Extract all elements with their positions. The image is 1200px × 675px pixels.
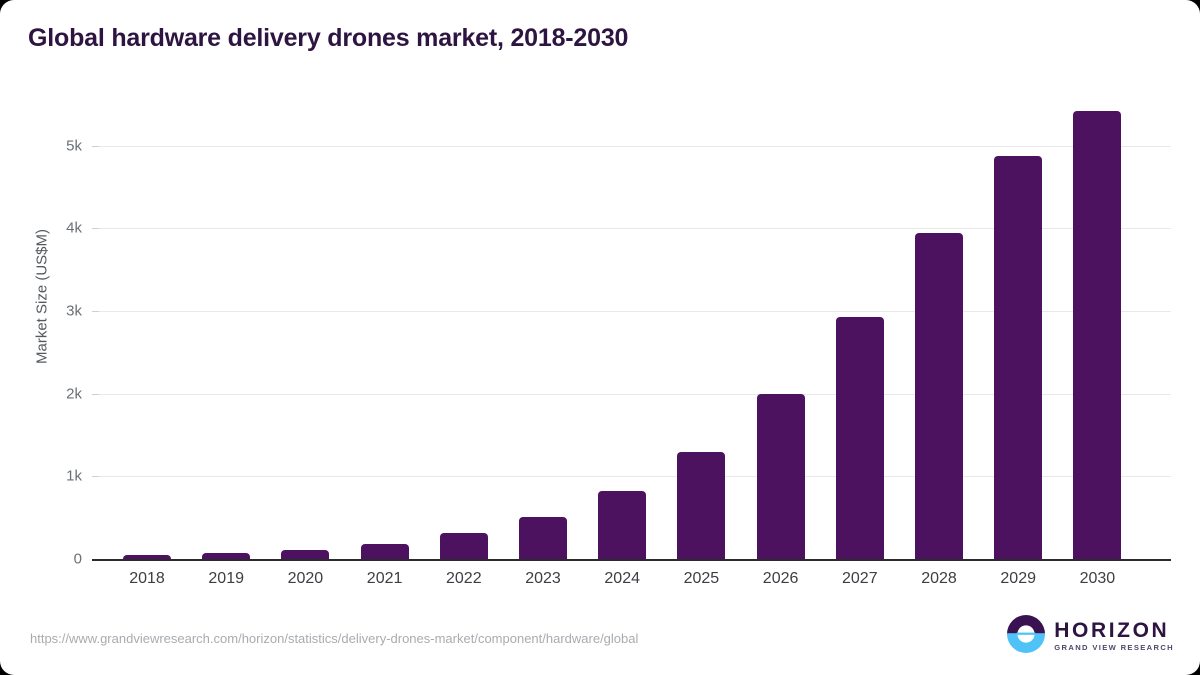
y-tick-label: 2k [66,385,82,403]
x-axis-line [92,559,1171,561]
gridline [99,228,1171,230]
y-tickmark [92,145,99,147]
bar[interactable] [677,452,726,559]
x-tick-label: 2030 [1079,570,1116,587]
bar[interactable] [360,544,409,559]
y-tickmark [92,393,99,395]
bar[interactable] [598,491,647,559]
bar[interactable] [835,316,884,559]
y-tickmark [92,476,99,478]
gridline [99,311,1171,313]
gridline [99,145,1171,147]
x-tick-label: 2028 [921,570,957,587]
y-axis-tick-labels: 0 1k 2k 3k 4k 5k [36,0,82,675]
logo-tagline: GRAND VIEW RESEARCH [1054,643,1174,653]
x-tick-label: 2018 [129,570,165,587]
page-title: Global hardware delivery drones market, … [28,24,629,52]
bar[interactable] [915,232,963,559]
bar[interactable] [1073,111,1122,559]
x-tick-label: 2026 [762,570,799,587]
x-tick-label: 2029 [1000,570,1036,587]
bar[interactable] [439,532,488,559]
bar[interactable] [994,156,1043,559]
x-tick-label: 2024 [604,570,640,587]
y-tickmark [92,311,99,313]
x-tick-label: 2021 [366,570,403,587]
footer-divider [0,608,1200,609]
gridline [99,476,1171,478]
bar-series: 2018 2019 2020 2021 2022 2023 2024 2025 2026 2027… [99,0,1171,675]
bar[interactable] [281,549,330,559]
bar[interactable] [123,554,171,559]
x-tick-label: 2020 [287,570,324,587]
bar[interactable] [756,393,805,559]
gridline [99,393,1171,395]
horizon-sun-circle-icon [1007,614,1046,658]
y-tick-label: 3k [66,302,82,320]
y-tick-label: 5k [66,137,82,155]
y-tickmark [92,228,99,230]
horizon-logo: HORIZON GRAND VIEW RESEARCH [1007,614,1174,658]
bar[interactable] [519,516,567,559]
y-tick-label: 0 [73,550,82,568]
y-tick-label: 1k [66,467,82,485]
x-tick-label: 2027 [842,570,878,587]
x-tick-label: 2023 [525,570,561,587]
bar[interactable] [202,553,251,559]
x-tick-label: 2019 [208,570,244,587]
logo-wordmark: HORIZON [1054,619,1170,643]
logo-text-block: HORIZON GRAND VIEW RESEARCH [1054,620,1174,652]
x-tick-label: 2025 [683,570,720,587]
y-tick-label: 4k [66,219,82,237]
x-tick-label: 2022 [446,570,482,587]
source-url[interactable]: https://www.grandviewresearch.com/horizo… [30,631,639,646]
